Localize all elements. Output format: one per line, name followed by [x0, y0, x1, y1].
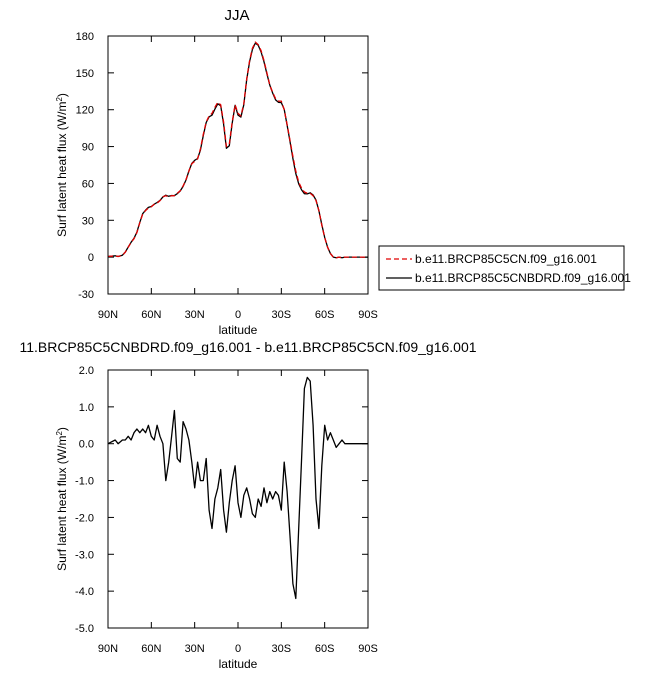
y-tick-label: -1.0	[75, 476, 94, 488]
series-line-2	[107, 42, 368, 259]
y-tick-label: 60	[82, 178, 94, 190]
series-line-1	[107, 41, 368, 259]
y-tick-label: 0.0	[79, 439, 94, 451]
y-tick-label: -30	[78, 289, 94, 301]
y-tick-label: 30	[82, 215, 94, 227]
top-x-axis-label: latitude	[219, 323, 258, 337]
x-tick-label: 90S	[358, 309, 378, 321]
bottom-ticks-layer: -5.0 -4.0 -3.0 -2.0 -1.0 0.0 1.0 2.0 90N 60N 30N 0 3…	[75, 365, 378, 655]
x-tick-label: 30S	[272, 309, 292, 321]
x-tick-label: 90N	[98, 309, 118, 321]
y-tick-label: -3.0	[75, 549, 94, 561]
y-tick-label: 2.0	[79, 365, 94, 377]
bottom-plot-frame	[107, 369, 369, 629]
bottom-panel: 11.BRCP85C5CNBDRD.f09_g16.001 - b.e11.BR…	[19, 339, 476, 671]
legend-entry-1: b.e11.BRCP85C5CN.f09_g16.001	[415, 252, 597, 266]
top-ticks-layer: -30 0 30 60 90 120 150 180 90N 60N 30N 0 30S 60S 90S	[76, 31, 378, 321]
bottom-y-axis-label: Surf latent heat flux (W/m2)	[55, 427, 70, 571]
x-tick-label: 60N	[141, 309, 161, 321]
series-line-1	[107, 376, 368, 600]
top-panel: JJA -30 0 30 60 90 120 150 180 90N 60N 30N 0 30S 60S 9…	[55, 7, 378, 337]
top-y-axis-label: Surf latent heat flux (W/m2)	[55, 93, 70, 237]
x-tick-label: 0	[235, 309, 241, 321]
y-tick-label: 180	[76, 31, 94, 43]
legend-entry-2: b.e11.BRCP85C5CNBDRD.f09_g16.001	[415, 271, 631, 285]
top-lines-layer	[107, 41, 368, 259]
x-tick-label: 90S	[358, 643, 378, 655]
bottom-lines-layer	[107, 376, 368, 600]
y-tick-label: 0	[88, 252, 94, 264]
x-tick-label: 0	[235, 643, 241, 655]
x-tick-label: 30S	[272, 643, 292, 655]
y-tick-label: 120	[76, 105, 94, 117]
y-tick-label: -5.0	[75, 623, 94, 635]
y-tick-label: 150	[76, 68, 94, 80]
y-tick-label: -4.0	[75, 586, 94, 598]
y-tick-label: 1.0	[79, 402, 94, 414]
x-tick-label: 30N	[185, 309, 205, 321]
x-tick-label: 60S	[315, 643, 335, 655]
legend-box	[378, 245, 625, 291]
bottom-chart-title: 11.BRCP85C5CNBDRD.f09_g16.001 - b.e11.BR…	[19, 339, 476, 355]
x-tick-label: 30N	[185, 643, 205, 655]
top-plot-frame	[107, 35, 369, 295]
legend: b.e11.BRCP85C5CN.f09_g16.001 b.e11.BRCP8…	[378, 245, 631, 291]
x-tick-label: 60S	[315, 309, 335, 321]
bottom-x-axis-label: latitude	[219, 657, 258, 671]
x-tick-label: 60N	[141, 643, 161, 655]
x-tick-label: 90N	[98, 643, 118, 655]
y-tick-label: 90	[82, 142, 94, 154]
top-chart-title: JJA	[224, 7, 249, 24]
y-tick-label: -2.0	[75, 512, 94, 524]
